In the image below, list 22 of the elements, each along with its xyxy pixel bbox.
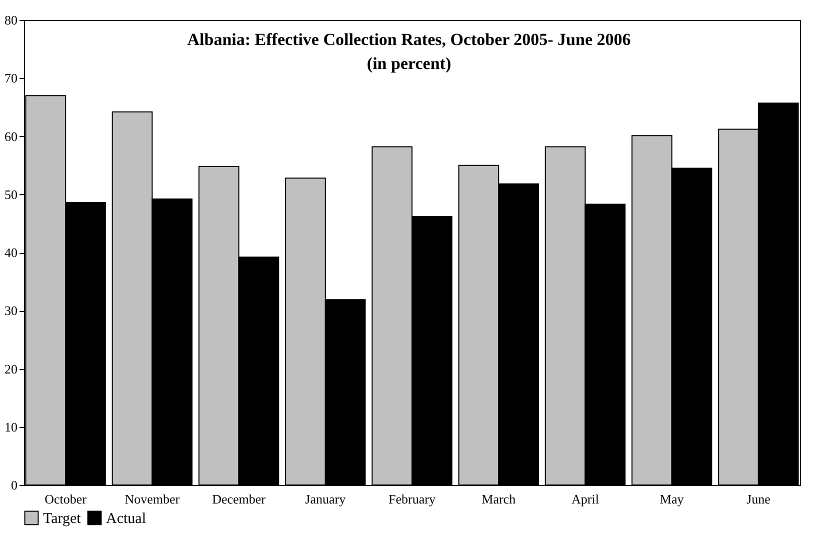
y-tick-label: 0 bbox=[11, 478, 18, 492]
x-tick-label: June bbox=[746, 492, 771, 506]
x-tick-label: November bbox=[124, 492, 180, 506]
x-tick-label: May bbox=[660, 492, 684, 506]
x-tick-label: February bbox=[388, 492, 436, 506]
y-tick-label: 20 bbox=[4, 361, 18, 376]
y-tick-label: 70 bbox=[4, 70, 18, 86]
y-tick-label: 80 bbox=[4, 12, 18, 28]
y-tick-label: 50 bbox=[4, 186, 18, 202]
x-tick-label: January bbox=[305, 492, 346, 506]
y-tick-label: 60 bbox=[4, 128, 18, 144]
y-tick-label: 40 bbox=[4, 245, 18, 260]
y-tick-label: 10 bbox=[4, 419, 18, 434]
text: Albania: Effective Collection Rates, October 2005- June 2006 bbox=[187, 30, 631, 49]
legend-label: Target bbox=[43, 510, 82, 527]
x-tick-label: December bbox=[212, 492, 266, 506]
x-tick-label: October bbox=[44, 492, 88, 506]
text: (in percent) bbox=[366, 54, 452, 73]
y-tick-label: 30 bbox=[4, 303, 18, 318]
x-tick-label: April bbox=[571, 492, 600, 506]
x-tick-label: March bbox=[482, 492, 516, 506]
legend-label: Actual bbox=[106, 510, 146, 527]
